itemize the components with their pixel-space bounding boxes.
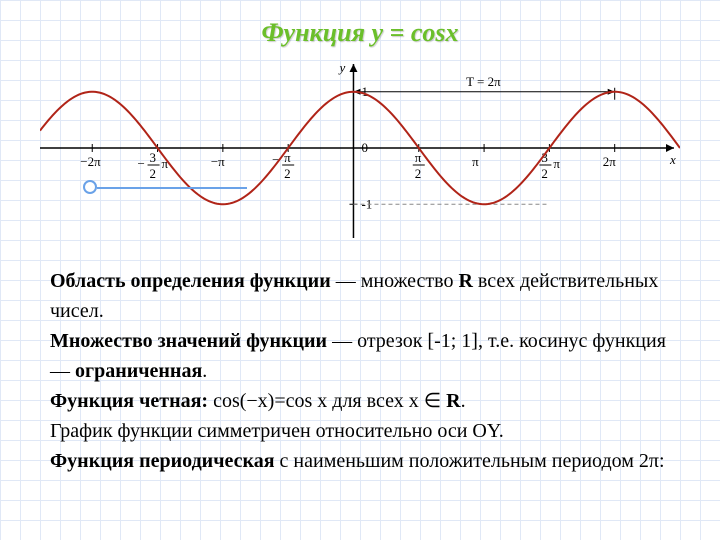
svg-text:2π: 2π [603,154,617,169]
svg-text:−2π: −2π [80,154,101,169]
desc-bold: Область определения функции [50,270,331,292]
svg-text:y: y [337,60,345,75]
svg-text:−π: −π [211,154,225,169]
description-block: Область определения функции — множество … [50,266,670,476]
desc-line-domain: Область определения функции — множество … [50,266,670,326]
svg-text:2: 2 [284,166,291,181]
desc-line-symmetry: График функции симметричен относительно … [50,416,670,446]
desc-line-range: Множество значений функции — отрезок [-1… [50,326,670,386]
accent-marker-icon [83,180,97,194]
svg-text:2: 2 [541,166,548,181]
svg-text:T = 2π: T = 2π [466,74,501,89]
element-of-icon: ∈ [424,390,441,412]
svg-text:2: 2 [150,166,157,181]
svg-text:x: x [669,152,676,167]
svg-text:π: π [472,154,479,169]
desc-line-even: Функция четная: cos(−x)=cos x для всех x… [50,386,670,416]
chart-svg: xy10-1−2π−32π−π−π2π2π32π2πT = 2π [40,58,680,238]
accent-marker-line [97,187,247,189]
svg-text:−: − [138,156,145,171]
cosine-chart: xy10-1−2π−32π−π−π2π2π32π2πT = 2π [40,58,680,238]
svg-text:2: 2 [415,166,422,181]
svg-text:π: π [553,156,560,171]
desc-line-periodic: Функция периодическая с наименьшим полож… [50,446,670,476]
page-title: Функция y = cosx [0,0,720,48]
svg-text:3: 3 [150,150,157,165]
svg-text:0: 0 [361,140,368,155]
page-content: Функция y = cosx xy10-1−2π−32π−π−π2π2π32… [0,0,720,540]
